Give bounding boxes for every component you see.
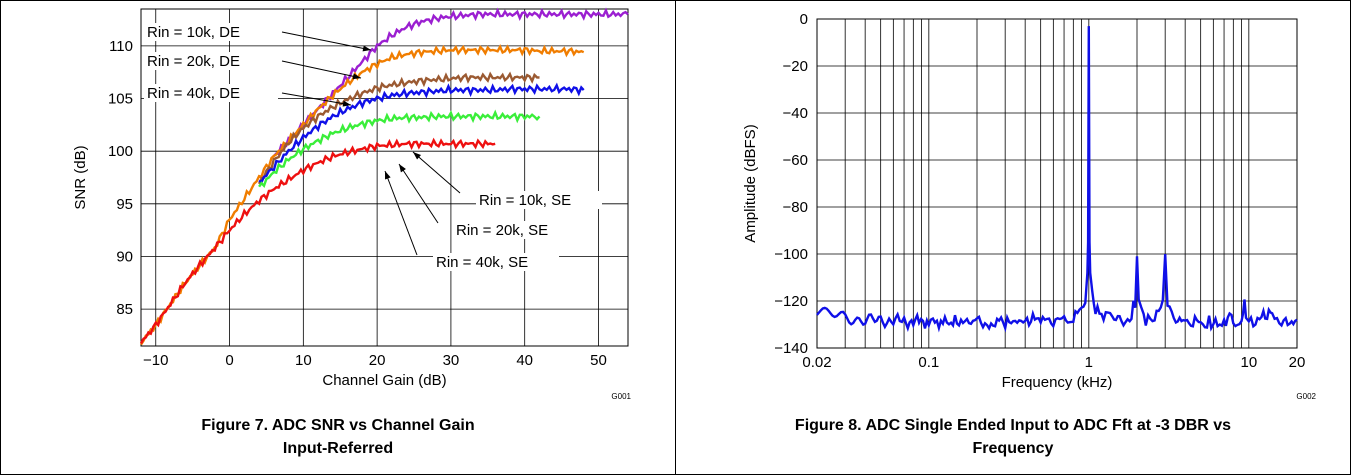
annotation-arrow bbox=[398, 163, 439, 224]
fft-spectrum-line bbox=[816, 26, 1298, 333]
x-tick-label: 1 bbox=[1085, 354, 1093, 371]
x-axis-label: Channel Gain (dB) bbox=[322, 372, 446, 389]
figure-7-panel: −10 0 10 20 30 40 50 85 90 95 100 105 110 Channel Gai… bbox=[0, 0, 676, 475]
figure-7-caption-line1: Figure 7. ADC SNR vs Channel Gain bbox=[201, 417, 475, 434]
annotation-arrow bbox=[412, 151, 461, 194]
snr-series-line bbox=[258, 109, 541, 189]
x-tick-label: 30 bbox=[443, 352, 460, 369]
annotation-arrow bbox=[281, 31, 372, 51]
y-tick-label: −60 bbox=[783, 152, 808, 169]
snr-series-line bbox=[258, 82, 585, 185]
y-tick-label: 90 bbox=[116, 248, 133, 265]
x-tick-label: 0.1 bbox=[918, 354, 939, 371]
y-tick-label: 110 bbox=[109, 38, 133, 55]
series-annotation: Rin = 20k, SE bbox=[456, 222, 548, 239]
annotation-arrowhead bbox=[413, 152, 422, 160]
snr-series-line bbox=[139, 137, 496, 345]
y-axis-label: Amplitude (dBFS) bbox=[742, 124, 759, 242]
figure-8-caption-line1: Figure 8. ADC Single Ended Input to ADC … bbox=[794, 417, 1232, 434]
x-tick-label: 0.02 bbox=[802, 354, 831, 371]
annotation-arrowhead bbox=[362, 45, 371, 52]
x-tick-label: 0 bbox=[225, 352, 233, 369]
annotation-arrowhead bbox=[342, 100, 351, 107]
figure-code: G001 bbox=[611, 392, 631, 401]
x-axis-label: Frequency (kHz) bbox=[1002, 374, 1113, 391]
x-tick-label: −10 bbox=[143, 352, 168, 369]
series-annotation: Rin = 40k, SE bbox=[436, 254, 528, 271]
figure-8-panel: 0.02 0.1 1 10 20 0 −20 −40 −60 −80 −100 −120 −140 Fre… bbox=[675, 0, 1351, 475]
fft-amplitude-chart: 0.02 0.1 1 10 20 0 −20 −40 −60 −80 −100 −120 −140 Fre… bbox=[742, 11, 1317, 401]
annotation-arrowhead bbox=[385, 171, 391, 180]
annotation-arrowhead bbox=[399, 164, 406, 173]
annotation-arrowhead bbox=[352, 73, 361, 80]
annotation-arrow bbox=[281, 92, 352, 106]
y-tick-label: −120 bbox=[774, 293, 808, 310]
y-tick-label: 105 bbox=[108, 91, 133, 108]
y-tick-label: −40 bbox=[783, 105, 808, 122]
figure-code: G002 bbox=[1296, 392, 1316, 401]
annotation-arrow bbox=[281, 60, 362, 79]
y-tick-label: −140 bbox=[774, 340, 808, 357]
y-tick-label: 0 bbox=[800, 11, 808, 28]
annotation-backdrop bbox=[453, 221, 579, 239]
y-tick-label: 85 bbox=[116, 301, 133, 318]
x-tick-label: 50 bbox=[590, 352, 607, 369]
figure-7-caption-line2: Input-Referred bbox=[282, 440, 394, 457]
series-annotation: Rin = 10k, SE bbox=[479, 192, 571, 209]
y-tick-label: 100 bbox=[108, 143, 133, 160]
y-axis-label: SNR (dB) bbox=[72, 145, 89, 209]
y-tick-label: 95 bbox=[116, 196, 133, 213]
snr-series-line bbox=[272, 7, 629, 157]
series-annotation: Rin = 10k, DE bbox=[147, 24, 240, 41]
figure-8-caption-line2: Frequency bbox=[972, 440, 1054, 457]
y-tick-label: −80 bbox=[783, 199, 808, 216]
series-annotation: Rin = 40k, DE bbox=[147, 85, 240, 102]
annotation-backdrop bbox=[144, 84, 278, 102]
annotation-backdrop bbox=[433, 253, 559, 271]
plot-frame bbox=[816, 18, 1298, 349]
x-tick-label: 10 bbox=[1240, 354, 1257, 371]
x-tick-label: 20 bbox=[369, 352, 386, 369]
y-tick-label: −100 bbox=[774, 246, 808, 263]
annotation-backdrop bbox=[144, 52, 278, 70]
x-tick-label: 40 bbox=[516, 352, 533, 369]
snr-vs-gain-chart: −10 0 10 20 30 40 50 85 90 95 100 105 110 Channel Gai… bbox=[72, 7, 632, 401]
plot-frame bbox=[140, 8, 629, 347]
annotation-arrow bbox=[384, 170, 418, 256]
series-annotation: Rin = 20k, DE bbox=[147, 53, 240, 70]
annotation-backdrop bbox=[144, 23, 278, 41]
snr-series-line bbox=[258, 71, 540, 185]
x-tick-label: 20 bbox=[1289, 354, 1306, 371]
annotation-backdrop bbox=[476, 191, 602, 209]
y-tick-label: −20 bbox=[783, 58, 808, 75]
x-tick-label: 10 bbox=[295, 352, 312, 369]
